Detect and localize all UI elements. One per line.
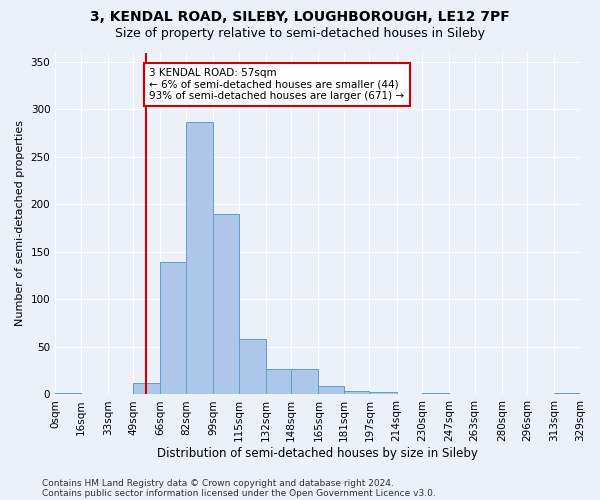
Bar (554, 392, 580, 394)
Bar (186, 122, 213, 394)
Text: Size of property relative to semi-detached houses in Sileby: Size of property relative to semi-detach… (115, 28, 485, 40)
Bar (160, 262, 186, 394)
Bar (55, 392, 80, 394)
Bar (319, 386, 344, 394)
Bar (133, 383, 160, 394)
Text: Contains public sector information licensed under the Open Government Licence v3: Contains public sector information licen… (42, 488, 436, 498)
Bar (213, 214, 239, 394)
Bar (291, 369, 319, 394)
Text: Contains HM Land Registry data © Crown copyright and database right 2024.: Contains HM Land Registry data © Crown c… (42, 478, 394, 488)
Bar (239, 340, 266, 394)
Bar (344, 390, 370, 394)
Y-axis label: Number of semi-detached properties: Number of semi-detached properties (15, 120, 25, 326)
Bar (370, 392, 397, 394)
Bar (422, 392, 449, 394)
Bar (266, 369, 291, 394)
X-axis label: Distribution of semi-detached houses by size in Sileby: Distribution of semi-detached houses by … (157, 447, 478, 460)
Text: 3 KENDAL ROAD: 57sqm
← 6% of semi-detached houses are smaller (44)
93% of semi-d: 3 KENDAL ROAD: 57sqm ← 6% of semi-detach… (149, 68, 404, 101)
Text: 3, KENDAL ROAD, SILEBY, LOUGHBOROUGH, LE12 7PF: 3, KENDAL ROAD, SILEBY, LOUGHBOROUGH, LE… (90, 10, 510, 24)
